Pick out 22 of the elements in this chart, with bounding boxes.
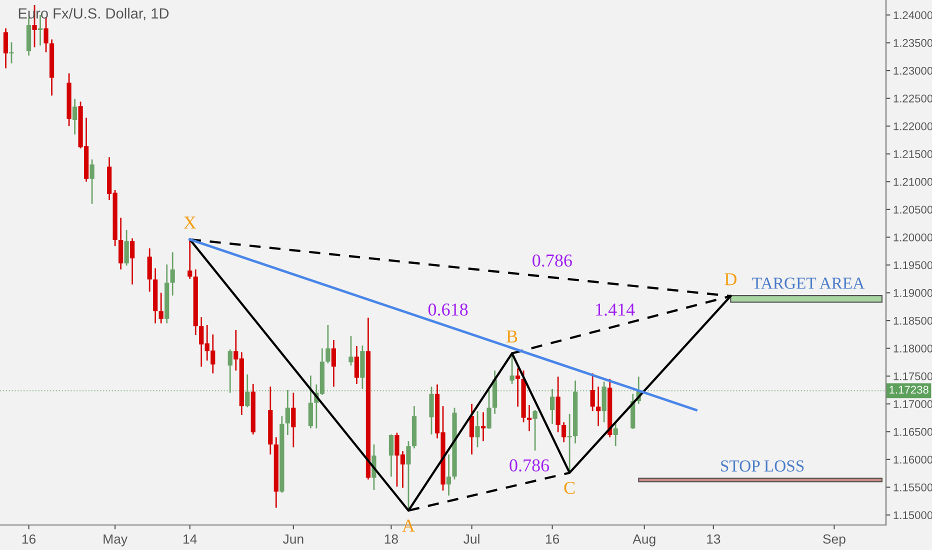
annotation: 0.786	[532, 254, 572, 267]
x-tick-label: 16	[546, 534, 560, 544]
annotation: X	[184, 216, 196, 229]
x-tick-label: Aug	[632, 534, 656, 546]
annotation: D	[724, 273, 736, 286]
x-tick-label: 16	[22, 534, 36, 544]
annotation: 0.786	[510, 459, 550, 472]
x-tick-label: Sep	[823, 534, 846, 546]
annotation: A	[402, 520, 415, 532]
annotation: B	[506, 330, 518, 342]
x-tick-label: Jul	[464, 534, 480, 544]
x-tick-label: Jun	[282, 534, 304, 544]
x-tick-label: 13	[707, 534, 720, 544]
band-label: STOP LOSS	[721, 460, 804, 472]
annotation: 0.618	[428, 303, 468, 316]
annotation: C	[564, 482, 575, 494]
x-tick-label: 14	[184, 534, 197, 544]
x-tick-label: May	[104, 534, 128, 546]
ref-line-label: 1.17238	[890, 386, 928, 394]
x-tick-label: 18	[384, 534, 398, 544]
band-label: TARGET AREA	[752, 278, 865, 289]
annotation: 1.414	[596, 304, 635, 316]
